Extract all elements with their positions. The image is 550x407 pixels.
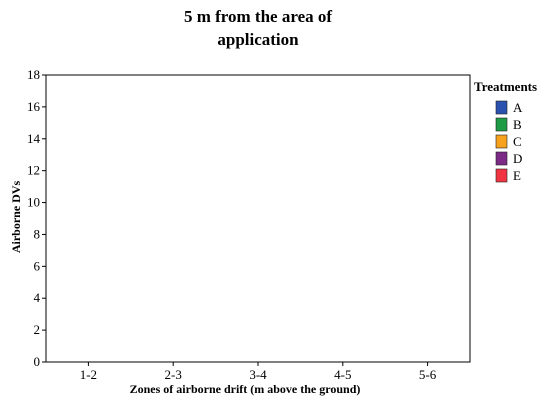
y-tick-label: 0 <box>34 354 41 369</box>
legend-label-D: D <box>513 151 522 166</box>
chart-title: 5 m from the area of application <box>184 7 332 49</box>
legend-label-E: E <box>513 168 521 183</box>
y-tick-label: 18 <box>27 67 40 82</box>
x-axis-label: Zones of airborne drift (m above the gro… <box>130 382 361 396</box>
x-tick-label-1-2: 1-2 <box>80 367 97 382</box>
y-tick-label: 6 <box>34 258 41 273</box>
x-tick-label-3-4: 3-4 <box>249 367 267 382</box>
plot-area <box>45 74 471 363</box>
x-tick-label-5-6: 5-6 <box>419 367 437 382</box>
legend-label-C: C <box>513 134 522 149</box>
legend-swatch-D <box>495 151 508 166</box>
x-tick-label-2-3: 2-3 <box>165 367 182 382</box>
x-tick-label-4-5: 4-5 <box>334 367 351 382</box>
legend-swatch-E <box>495 168 508 183</box>
y-tick-label: 10 <box>27 195 40 210</box>
chart-title-line-2: application <box>217 30 299 49</box>
y-tick-label: 14 <box>27 131 41 146</box>
legend-swatch-A <box>495 100 508 115</box>
y-tick-label: 8 <box>34 226 41 241</box>
y-axis-label: Airborne DVs <box>9 181 23 254</box>
axes <box>45 74 471 363</box>
legend-label-A: A <box>513 100 523 115</box>
legend-swatch-C <box>495 134 508 149</box>
legend-label-B: B <box>513 117 522 132</box>
y-tick-label: 2 <box>34 322 41 337</box>
y-tick-label: 12 <box>27 163 40 178</box>
y-tick-label: 4 <box>34 290 41 305</box>
legend-swatch-B <box>495 117 508 132</box>
y-axis-ticks: 0 2 4 6 8 10 12 14 16 18 <box>27 67 46 369</box>
chart-title-line-1: 5 m from the area of <box>184 7 332 26</box>
x-axis-ticks: 1-2 2-3 3-4 4-5 5-6 <box>80 362 437 382</box>
y-tick-label: 16 <box>27 99 41 114</box>
legend-title: Treatments <box>474 79 537 94</box>
